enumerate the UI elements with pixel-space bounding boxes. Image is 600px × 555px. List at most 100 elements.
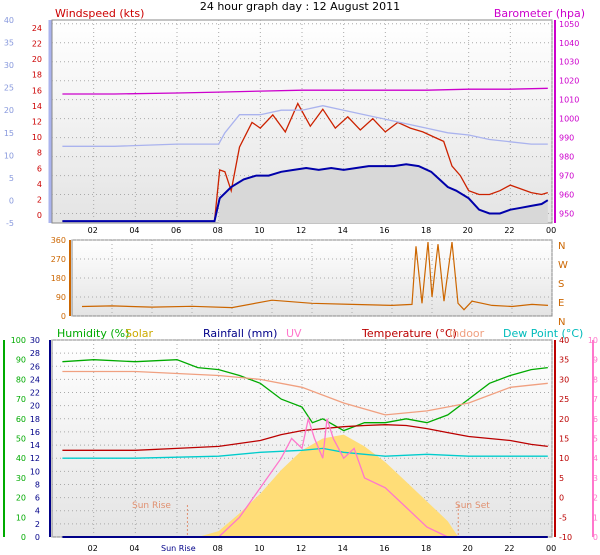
x-tick-label: 22 — [504, 544, 514, 553]
x-tick-label: 00 — [546, 544, 556, 553]
compass-label: N — [558, 317, 565, 328]
x-tick-label: 18 — [421, 226, 431, 235]
solar-area — [197, 434, 459, 537]
sunrise-annotation: Sun Rise — [132, 501, 171, 511]
page-title: 24 hour graph day : 12 August 2011 — [199, 0, 401, 13]
x-tick-label: 06 — [171, 226, 181, 235]
x-tick-label: 12 — [296, 226, 306, 235]
y-wind-tick-label: 8 — [37, 149, 42, 158]
x-tick-label: 08 — [213, 544, 223, 553]
y-temp-tick-label: -5 — [559, 513, 567, 522]
y-baro-tick-label: 990 — [559, 134, 574, 143]
y-humidity-tick-label: 20 — [16, 494, 26, 503]
y-temp-tick-label: 20 — [559, 415, 569, 424]
y-rain-tick-label: 6 — [35, 494, 40, 503]
dewpoint-label: Dew Point (°C) — [503, 327, 583, 340]
y-outer-tick-label: 25 — [4, 84, 14, 93]
y-uv-tick-label: 6 — [593, 415, 598, 424]
y-rain-tick-label: 16 — [30, 428, 40, 437]
compass-label: W — [558, 260, 568, 271]
y-temp-tick-label: 0 — [559, 494, 564, 503]
y-outer-tick-label: 15 — [4, 129, 14, 138]
y-wind-tick-label: 6 — [37, 164, 42, 173]
x-tick-label: 10 — [254, 544, 264, 553]
x-tick-label: 18 — [421, 544, 431, 553]
y-wind-tick-label: 18 — [32, 71, 42, 80]
y-humidity-tick-label: 60 — [16, 415, 26, 424]
y-outer-tick-label: -5 — [6, 219, 14, 228]
y-humidity-tick-label: 40 — [16, 454, 26, 463]
y-humidity-tick-label: 50 — [16, 435, 26, 444]
y-rain-tick-label: 30 — [30, 336, 40, 345]
solar-label: Solar — [125, 327, 154, 340]
y-baro-tick-label: 1030 — [559, 58, 579, 67]
x-tick-sunrise-label: Sun Rise — [161, 544, 196, 553]
y-baro-tick-label: 1020 — [559, 77, 579, 86]
compass-label: E — [558, 298, 564, 309]
y-temp-tick-label: 25 — [559, 395, 569, 404]
series-wind_avg — [62, 163, 549, 223]
y-wind-tick-label: 24 — [32, 24, 42, 33]
series-outer_light — [62, 105, 548, 147]
y-wind-tick-label: 4 — [37, 180, 42, 189]
y-temp-tick-label: 35 — [559, 356, 569, 365]
y-temp-tick-label: 10 — [559, 454, 569, 463]
y-uv-tick-label: 5 — [593, 435, 598, 444]
y-direction-tick-label: 90 — [56, 293, 66, 302]
uv-label: UV — [286, 327, 302, 340]
y-uv-tick-label: 1 — [593, 513, 598, 522]
y-rain-tick-label: 24 — [30, 375, 40, 384]
y-rain-tick-label: 10 — [30, 467, 40, 476]
y-temp-tick-label: 40 — [559, 336, 569, 345]
y-outer-tick-label: 40 — [4, 16, 14, 25]
y-rain-tick-label: 28 — [30, 349, 40, 358]
wind-area-fill — [218, 164, 548, 223]
series-temperature — [62, 424, 548, 451]
y-rain-tick-label: 26 — [30, 362, 40, 371]
x-tick-label: 10 — [254, 226, 264, 235]
humidity-label: Humidity (%) — [57, 327, 129, 340]
y-temp-tick-label: 5 — [559, 474, 564, 483]
y-rain-tick-label: 20 — [30, 402, 40, 411]
x-tick-label: 14 — [338, 226, 348, 235]
temperature-label: Temperature (°C) — [361, 327, 457, 340]
series-humidity — [62, 359, 548, 432]
y-uv-tick-label: 0 — [593, 533, 598, 542]
y-humidity-tick-label: 30 — [16, 474, 26, 483]
x-tick-label: 08 — [213, 226, 223, 235]
x-tick-label: 04 — [129, 226, 139, 235]
y-rain-tick-label: 12 — [30, 454, 40, 463]
y-baro-tick-label: 970 — [559, 172, 574, 181]
y-humidity-tick-label: 90 — [16, 356, 26, 365]
y-baro-tick-label: 1040 — [559, 39, 579, 48]
compass-label: N — [558, 241, 565, 252]
y-humidity-tick-label: 10 — [16, 513, 26, 522]
y-baro-tick-label: 950 — [559, 210, 574, 219]
y-rain-tick-label: 0 — [35, 533, 40, 542]
y-rain-tick-label: 4 — [35, 507, 40, 516]
x-tick-label: 20 — [463, 544, 473, 553]
y-direction-tick-label: 270 — [51, 255, 66, 264]
y-uv-tick-label: 2 — [593, 494, 598, 503]
y-wind-tick-label: 22 — [32, 39, 42, 48]
y-uv-tick-label: 7 — [593, 395, 598, 404]
y-rain-tick-label: 8 — [35, 480, 40, 489]
y-temp-tick-label: -10 — [559, 533, 572, 542]
y-uv-tick-label: 3 — [593, 474, 598, 483]
y-wind-tick-label: 10 — [32, 133, 42, 142]
y-outer-tick-label: 10 — [4, 151, 14, 160]
y-rain-tick-label: 22 — [30, 389, 40, 398]
x-tick-label: 02 — [88, 544, 98, 553]
x-tick-label: 16 — [379, 544, 389, 553]
y-baro-tick-label: 1000 — [559, 115, 579, 124]
y-direction-tick-label: 180 — [51, 274, 66, 283]
y-direction-tick-label: 0 — [61, 312, 66, 321]
sunset-annotation: Sun Set — [455, 501, 490, 511]
y-uv-tick-label: 8 — [593, 375, 598, 384]
y-baro-tick-label: 1010 — [559, 96, 579, 105]
x-tick-label: 02 — [88, 226, 98, 235]
x-tick-label: 14 — [338, 544, 348, 553]
y-rain-tick-label: 18 — [30, 415, 40, 424]
